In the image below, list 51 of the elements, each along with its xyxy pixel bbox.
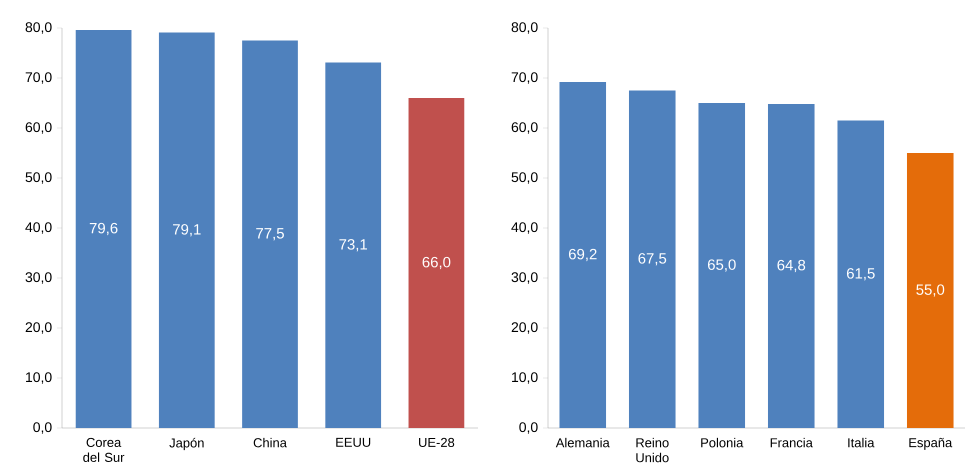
- y-tick-label: 0,0: [33, 422, 52, 434]
- y-tick-label: 10,0: [512, 372, 538, 384]
- y-tick-label: 60,0: [26, 122, 52, 134]
- data-label: 79,6: [90, 222, 118, 236]
- data-label: 73,1: [339, 239, 368, 252]
- y-tick-label: 60,0: [512, 122, 538, 134]
- y-tick-label: 50,0: [512, 172, 538, 184]
- data-label: 77,5: [256, 228, 284, 240]
- bar: [242, 40, 298, 428]
- x-tick-label: Corea del Sur: [83, 438, 124, 462]
- x-tick-label: Polonia: [701, 438, 744, 448]
- data-label: 55,0: [916, 284, 944, 297]
- bar: [906, 153, 954, 428]
- y-tick-label: 70,0: [512, 72, 538, 84]
- x-tick-label: UE-28: [419, 438, 454, 448]
- bar: [559, 82, 606, 428]
- y-tick-label: 50,0: [26, 172, 52, 184]
- bar: [158, 32, 215, 428]
- data-label: 67,5: [638, 253, 666, 266]
- y-tick-label: 30,0: [512, 272, 538, 284]
- data-label: 79,1: [173, 224, 201, 236]
- y-tick-label: 40,0: [25, 222, 52, 234]
- data-label: 65,0: [708, 259, 736, 272]
- x-tick-label: España: [909, 438, 952, 450]
- bar: [768, 104, 815, 428]
- x-tick-label: Alemania: [556, 438, 610, 448]
- bar: [698, 103, 746, 428]
- y-tick-label: 80,0: [512, 22, 538, 34]
- y-tick-label: 20,0: [512, 322, 538, 334]
- data-label: 66,0: [422, 256, 450, 270]
- bar: [837, 120, 884, 428]
- y-tick-label: 30,0: [26, 272, 52, 284]
- x-tick-label: EEUU: [336, 438, 370, 447]
- x-tick-label: Reino Unido: [636, 438, 669, 462]
- y-tick-label: 70,0: [26, 72, 52, 84]
- bar: [408, 98, 464, 428]
- y-tick-label: 40,0: [511, 222, 538, 234]
- bar: [76, 30, 132, 428]
- data-label: 64,8: [777, 260, 806, 272]
- y-tick-label: 20,0: [26, 322, 52, 334]
- x-tick-label: China: [254, 438, 287, 448]
- data-label: 61,5: [846, 268, 875, 280]
- y-tick-label: 80,0: [26, 22, 52, 34]
- bar: [628, 90, 676, 428]
- y-tick-label: 10,0: [26, 372, 52, 384]
- bar: [325, 62, 382, 428]
- x-tick-label: Japón: [169, 438, 204, 450]
- x-tick-label: Francia: [770, 438, 813, 448]
- x-tick-label: Italia: [848, 438, 874, 448]
- y-tick-label: 0,0: [519, 422, 538, 434]
- data-label: 69,2: [568, 248, 597, 262]
